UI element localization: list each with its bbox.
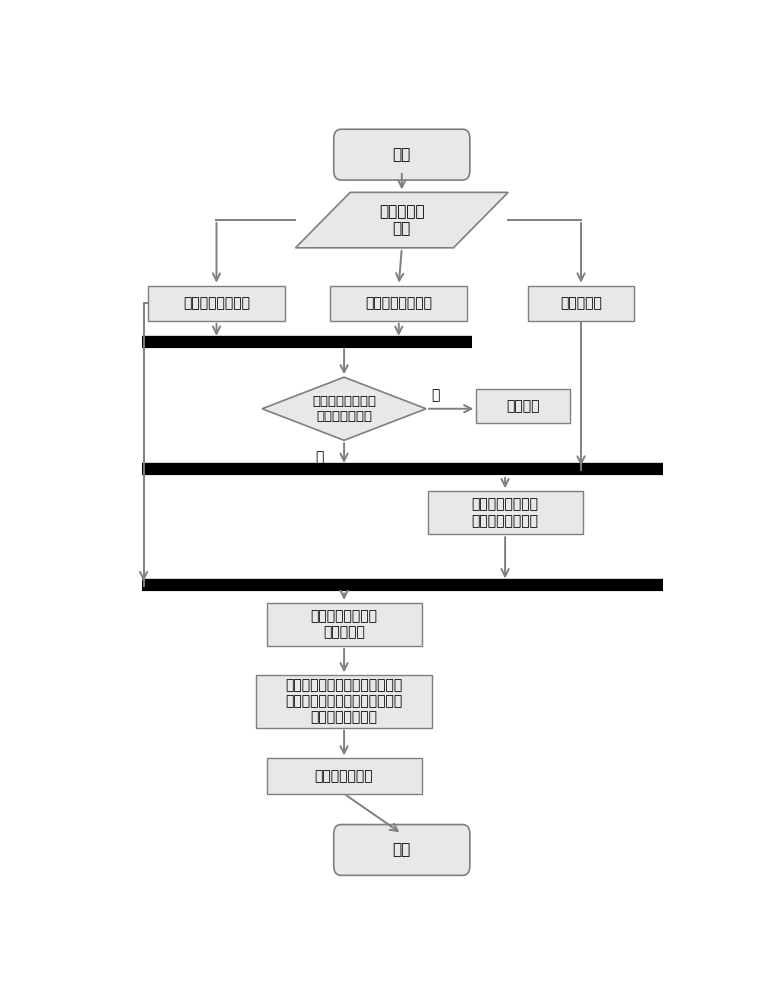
Text: 是: 是 (316, 450, 324, 464)
Text: 要布置钢筋
的梁: 要布置钢筋 的梁 (379, 204, 425, 236)
Text: 将表面依据到梁起
点的距离进行排序: 将表面依据到梁起 点的距离进行排序 (472, 498, 539, 528)
Bar (476, 389, 571, 423)
Text: 求得梁所有的表面: 求得梁所有的表面 (365, 296, 432, 310)
Text: 删除表面: 删除表面 (506, 399, 540, 413)
Text: 否: 否 (431, 388, 439, 402)
Bar (330, 286, 467, 321)
Bar (256, 675, 432, 728)
Polygon shape (296, 192, 508, 248)
Text: 将点位数据中的，第一个点和第
二点连成线，第三个和第四个连
成线，以此类推。: 将点位数据中的，第一个点和第 二点连成线，第三个和第四个连 成线，以此类推。 (285, 678, 403, 725)
Text: 求得梁起点: 求得梁起点 (560, 296, 602, 310)
Text: 形成梁跨定位线: 形成梁跨定位线 (314, 769, 373, 783)
FancyBboxPatch shape (334, 129, 470, 180)
Bar (528, 286, 634, 321)
Text: 表面是否与直线所
在方向向量垂直: 表面是否与直线所 在方向向量垂直 (312, 395, 376, 423)
Text: 结束: 结束 (393, 842, 411, 857)
Bar (267, 603, 422, 646)
Text: 开始: 开始 (393, 147, 411, 162)
Bar (267, 758, 422, 794)
Text: 求得梁所在的直线: 求得梁所在的直线 (183, 296, 250, 310)
FancyBboxPatch shape (334, 825, 470, 875)
Bar (427, 491, 583, 534)
Bar (148, 286, 285, 321)
Polygon shape (262, 377, 426, 440)
Text: 将横截面与直线相
交得到点位: 将横截面与直线相 交得到点位 (310, 609, 378, 639)
